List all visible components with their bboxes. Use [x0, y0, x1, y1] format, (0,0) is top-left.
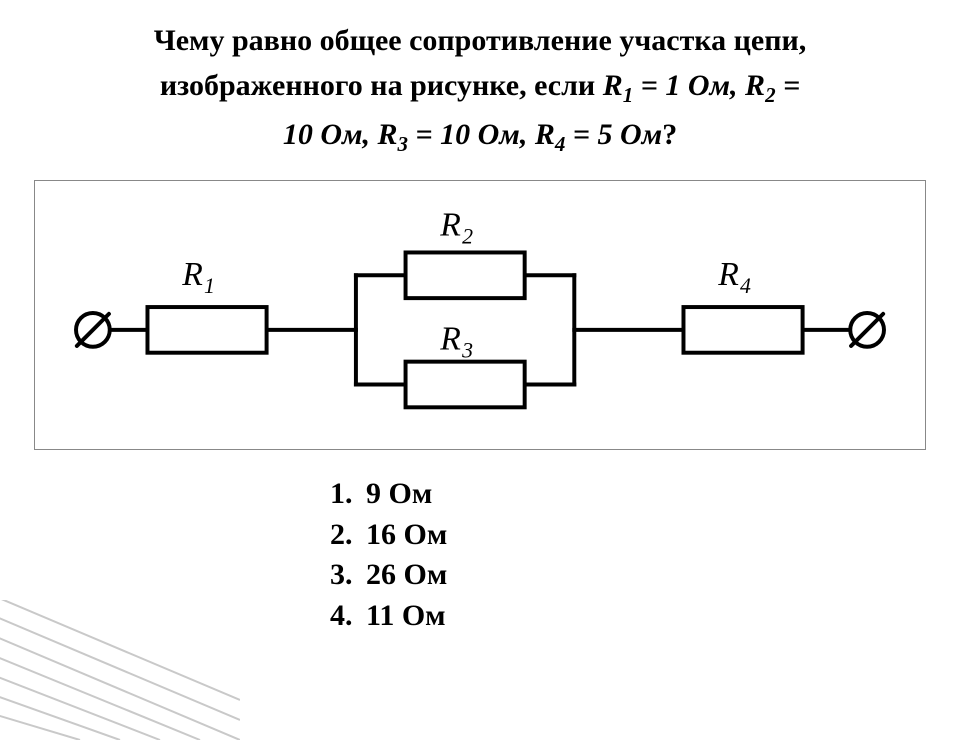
q-r3-eq: = 10 Ом, [408, 118, 535, 151]
answer-list: 1.9 Ом2.16 Ом3.26 Ом4.11 Ом [330, 474, 960, 636]
svg-text:3: 3 [461, 339, 473, 363]
q-line2a: изображенного на рисунке, если [160, 69, 603, 102]
q-line1: Чему равно общее сопротивление участка ц… [154, 24, 807, 57]
q-r4-sub: 4 [555, 132, 566, 156]
q-qmark: ? [662, 118, 677, 151]
answer-option: 4.11 Ом [330, 596, 960, 637]
q-r4-sym: R [535, 118, 555, 151]
answer-option: 2.16 Ом [330, 515, 960, 556]
answer-option: 3.26 Ом [330, 555, 960, 596]
answer-number: 3. [330, 555, 366, 596]
svg-text:1: 1 [204, 274, 215, 298]
answer-option: 1.9 Ом [330, 474, 960, 515]
answer-text: 16 Ом [366, 515, 447, 556]
q-r1-sub: 1 [623, 83, 634, 107]
circuit-svg: R1R2R3R4 [35, 181, 925, 449]
q-r3-sub: 3 [398, 132, 409, 156]
svg-text:R: R [439, 207, 461, 244]
q-line3a: 10 Ом, [283, 118, 378, 151]
corner-decoration [0, 600, 240, 740]
q-r1-sym: R [603, 69, 623, 102]
circuit-frame: R1R2R3R4 [34, 180, 926, 450]
svg-text:4: 4 [740, 274, 751, 298]
answer-text: 26 Ом [366, 555, 447, 596]
answer-number: 1. [330, 474, 366, 515]
q-r1-eq: = 1 Ом, [633, 69, 745, 102]
q-r2-eq: = [776, 69, 801, 102]
svg-text:R: R [181, 256, 203, 293]
q-r2-sub: 2 [765, 83, 776, 107]
svg-text:R: R [717, 256, 739, 293]
answer-text: 11 Ом [366, 596, 446, 637]
svg-text:2: 2 [462, 225, 473, 249]
answer-text: 9 Ом [366, 474, 432, 515]
question-text: Чему равно общее сопротивление участка ц… [0, 0, 960, 168]
q-r4-eq: = 5 Ом [565, 118, 662, 151]
answer-number: 4. [330, 596, 366, 637]
answer-number: 2. [330, 515, 366, 556]
q-r3-sym: R [378, 118, 398, 151]
q-r2-sym: R [745, 69, 765, 102]
svg-text:R: R [439, 321, 461, 358]
